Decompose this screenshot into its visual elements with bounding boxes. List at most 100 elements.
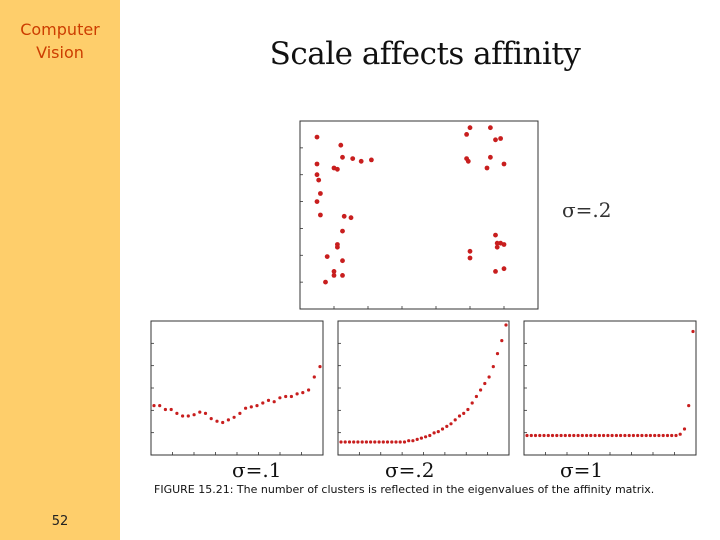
panel-1-point — [175, 411, 179, 415]
course-title-line1: Computer — [20, 20, 100, 39]
panel-2-point — [479, 388, 483, 392]
panel-2-point — [495, 352, 500, 356]
panel-1-point — [226, 418, 230, 422]
panel-1-point — [301, 391, 305, 395]
panel-3-point — [661, 433, 665, 438]
panel-3-point — [563, 433, 567, 438]
panel-2-point — [491, 365, 495, 369]
panel-3-point — [568, 433, 572, 438]
panel-1-point — [307, 388, 311, 392]
panel-3-point — [546, 433, 550, 438]
panel-3-point — [682, 427, 687, 431]
panel-2-point — [356, 440, 360, 444]
panel-2-point — [364, 440, 368, 444]
panel-1-point — [186, 414, 190, 418]
scatter-point — [493, 232, 498, 238]
panel-1-point — [203, 411, 208, 415]
panel-3-point — [555, 433, 559, 438]
panel-2-point — [474, 394, 478, 399]
panel-3-point — [619, 433, 623, 438]
panel-3-point — [602, 433, 606, 438]
scatter-point — [316, 177, 322, 183]
panel-1-point — [261, 401, 265, 405]
panel-3-frame — [523, 320, 697, 456]
scatter-point — [348, 215, 354, 221]
panel-3-point — [550, 433, 555, 438]
panel-2-label: σ=.2 — [385, 458, 435, 482]
panel-3-point — [614, 433, 619, 438]
eigenvalue-panel-3 — [523, 320, 697, 456]
panel-3-point — [576, 433, 580, 438]
panel-2-point — [352, 440, 356, 444]
panel-3-point — [593, 433, 597, 438]
panel-3-point — [572, 433, 576, 438]
panel-2-point — [407, 439, 411, 443]
panel-3-point — [636, 433, 640, 438]
panel-3-point — [529, 433, 533, 438]
scatter-point — [331, 269, 337, 274]
page-number: 52 — [51, 514, 69, 529]
panel-3-point — [631, 433, 636, 438]
scatter-point — [340, 154, 345, 160]
panel-1-point — [284, 394, 288, 399]
scatter-point — [340, 273, 345, 278]
panel-2-point — [347, 440, 352, 444]
panel-3-point — [623, 433, 627, 438]
scatter-point — [493, 269, 498, 274]
panel-1-point — [249, 405, 253, 409]
scatter-point — [358, 158, 364, 164]
panel-2-point — [466, 407, 470, 412]
panel-2-point — [453, 418, 457, 422]
scatter-point — [314, 172, 320, 178]
sidebar: Computer Vision 52 — [0, 0, 120, 540]
panel-3-point — [678, 432, 682, 436]
panel-1-point — [272, 400, 276, 404]
scatter-point — [331, 273, 337, 278]
scatter-point — [484, 165, 490, 171]
scatter-point — [369, 157, 374, 163]
panel-1-point — [232, 415, 236, 419]
scatter-point — [340, 228, 345, 234]
panel-2-point — [343, 440, 347, 444]
scatter-point — [340, 258, 345, 264]
panel-2-point — [504, 323, 508, 327]
panel-3-point — [670, 433, 674, 438]
panel-1-point — [289, 394, 293, 399]
panel-1-point — [238, 411, 242, 415]
panel-3-point — [606, 433, 610, 438]
panel-3-point — [533, 433, 538, 438]
scatter-point — [338, 142, 344, 148]
panel-3-point — [687, 404, 691, 408]
panel-2-point — [445, 424, 449, 428]
scatter-sigma-label: σ=.2 — [562, 198, 612, 222]
panel-2-point — [394, 440, 398, 444]
panel-3-point — [580, 433, 584, 438]
scatter-plot — [299, 120, 539, 310]
scatter-point — [488, 125, 493, 131]
panel-1-point — [266, 398, 271, 402]
scatter-point — [323, 279, 328, 285]
panel-2-point — [487, 375, 491, 379]
scatter-point — [318, 191, 323, 196]
scatter-point — [341, 213, 347, 219]
panel-2-point — [424, 435, 428, 439]
scatter-point — [467, 255, 473, 261]
panel-1-point — [255, 404, 259, 408]
panel-2-frame — [337, 320, 510, 456]
panel-3-point — [538, 433, 542, 438]
panel-2-point — [415, 437, 419, 441]
panel-3-point — [627, 433, 631, 438]
panel-2-point — [462, 411, 466, 415]
panel-2-point — [500, 339, 504, 343]
panel-3-point — [644, 433, 648, 438]
scatter-point — [314, 134, 320, 140]
eigenvalue-panel-1 — [150, 320, 324, 456]
panel-1-point — [169, 407, 173, 412]
panel-2-point — [432, 431, 436, 435]
panel-1-label: σ=.1 — [232, 458, 282, 482]
panel-1-point — [215, 419, 219, 423]
panel-1-point — [192, 413, 196, 417]
panel-1-point — [198, 410, 202, 414]
panel-1-point — [278, 396, 282, 400]
scatter-point — [324, 254, 330, 259]
